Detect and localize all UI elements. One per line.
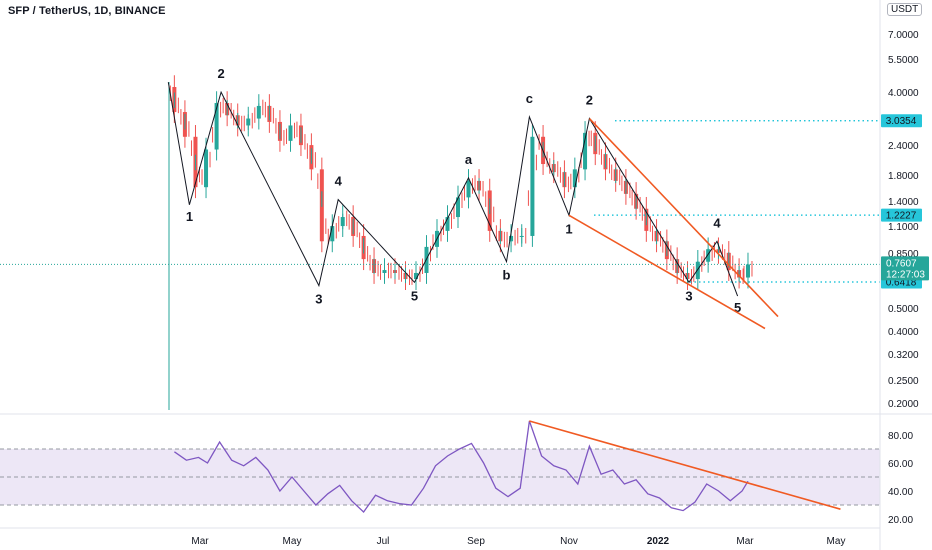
candle[interactable] — [212, 91, 222, 161]
wave-label: 2 — [586, 93, 593, 108]
level-badge-3-0354-bg — [881, 114, 922, 128]
price-tick-label: 0.2500 — [888, 376, 919, 387]
candle[interactable] — [464, 169, 473, 209]
candle[interactable] — [652, 219, 662, 253]
time-tick-label: Mar — [191, 536, 209, 547]
last-price-label: 0.7607 — [886, 258, 917, 269]
rsi-line — [174, 420, 749, 513]
rsi-tick-label: 60.00 — [888, 459, 913, 470]
candle[interactable] — [222, 91, 232, 127]
price-tick-label: 1.4000 — [888, 197, 919, 208]
candle[interactable] — [527, 125, 537, 247]
last-price-badge-bg — [881, 256, 929, 281]
candle[interactable] — [285, 113, 295, 152]
candle[interactable] — [243, 106, 253, 137]
price-tick-label: 0.2000 — [888, 399, 919, 410]
wave-label: c — [526, 91, 533, 106]
candle[interactable] — [296, 113, 306, 157]
wave-path — [167, 82, 739, 297]
price-tick-label: 0.4000 — [888, 327, 919, 338]
wave-label: 4 — [335, 174, 343, 189]
time-tick-label: Nov — [560, 536, 578, 547]
level-badge-0-6418: 0.6418 — [886, 277, 917, 288]
wave-label: 3 — [685, 288, 692, 303]
candle[interactable] — [485, 178, 495, 242]
candle[interactable] — [559, 160, 569, 199]
wedge-upper-line — [588, 117, 779, 318]
price-tick-label: 4.0000 — [888, 88, 919, 99]
rsi-trendline — [529, 420, 841, 510]
price-tick-label: 1.8000 — [888, 171, 919, 182]
candle[interactable] — [275, 110, 285, 152]
candle[interactable] — [201, 137, 211, 199]
wave-label: 1 — [565, 221, 572, 236]
candle[interactable] — [338, 205, 348, 238]
candle[interactable] — [734, 258, 744, 289]
price-tick-label: 1.1000 — [888, 222, 919, 233]
candle[interactable] — [369, 247, 379, 284]
price-tick-label: 0.8500 — [888, 249, 919, 260]
candle[interactable] — [600, 142, 610, 181]
currency-selector[interactable]: USDT — [887, 3, 923, 16]
candle[interactable] — [380, 258, 389, 284]
candle[interactable] — [254, 94, 264, 130]
rsi-pane[interactable] — [0, 420, 880, 513]
price-tick-label: 5.5000 — [888, 55, 919, 66]
candle[interactable] — [641, 196, 651, 242]
time-tick-label: Mar — [736, 536, 754, 547]
candle[interactable] — [264, 94, 274, 133]
candle[interactable] — [190, 125, 200, 199]
chart-title: SFP / TetherUS, 1D, BINANCE — [8, 5, 166, 17]
candle[interactable] — [411, 261, 421, 291]
wave-label: 5 — [411, 288, 418, 303]
candle[interactable] — [743, 252, 753, 289]
countdown-label: 12:27:03 — [886, 269, 925, 280]
price-tick-label: 0.5000 — [888, 304, 919, 315]
price-tick-label: 2.4000 — [888, 141, 919, 152]
level-badge-3-0354: 3.0354 — [886, 116, 917, 127]
level-badge-1-2227-bg — [881, 208, 922, 222]
candle[interactable] — [317, 157, 327, 253]
candle[interactable] — [631, 182, 641, 220]
candle[interactable] — [390, 258, 400, 284]
candle[interactable] — [306, 133, 316, 181]
rsi-tick-label: 40.00 — [888, 487, 913, 498]
wedge-lower-line — [568, 214, 766, 330]
rsi-tick-label: 20.00 — [888, 515, 913, 526]
wave-label: 2 — [217, 66, 224, 81]
wave-label: 4 — [713, 215, 721, 230]
candle[interactable] — [474, 169, 484, 202]
candle[interactable] — [611, 157, 621, 192]
candle[interactable] — [359, 224, 369, 271]
price-tick-label: 7.0000 — [888, 30, 919, 41]
wave-label: b — [503, 268, 511, 283]
wave-label: 1 — [186, 209, 193, 224]
time-tick-label: 2022 — [647, 536, 670, 547]
time-tick-label: May — [827, 536, 846, 547]
candle[interactable] — [327, 214, 337, 253]
time-tick-label: Sep — [467, 536, 485, 547]
candle[interactable] — [453, 185, 463, 228]
price-pane[interactable]: 1 2 3 4 5 a b c 1 2 3 4 5 — [0, 66, 880, 410]
wave-label: a — [465, 152, 473, 167]
candle[interactable] — [517, 224, 527, 247]
price-tick-label: 0.3200 — [888, 350, 919, 361]
rsi-band — [0, 449, 880, 505]
candle[interactable] — [570, 157, 580, 199]
wave-label: 5 — [734, 300, 741, 315]
rsi-tick-label: 80.00 — [888, 431, 913, 442]
time-tick-label: May — [283, 536, 302, 547]
candle-body — [530, 136, 535, 236]
level-badge-1-2227: 1.2227 — [886, 211, 917, 222]
candle[interactable] — [348, 205, 358, 247]
time-tick-label: Jul — [377, 536, 390, 547]
wave-label: 3 — [315, 292, 322, 307]
candle[interactable] — [180, 100, 190, 148]
